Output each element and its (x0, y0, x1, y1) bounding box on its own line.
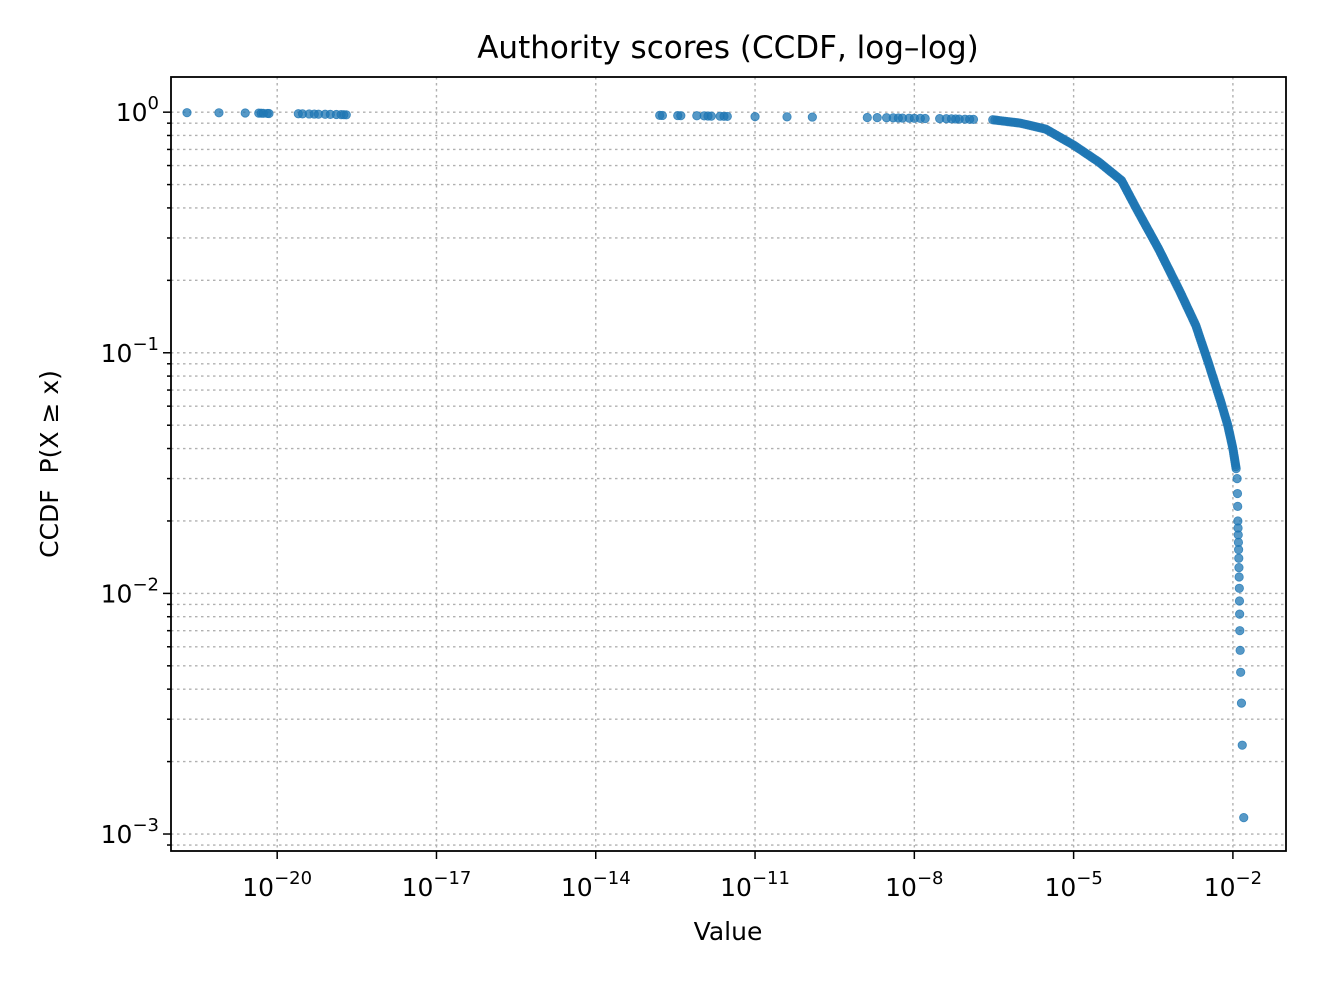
y-tick-label: 10−1 (101, 334, 159, 368)
chart-title: Authority scores (CCDF, log–log) (477, 30, 979, 66)
x-tick-label: 10−5 (1044, 868, 1102, 902)
data-point (1235, 645, 1245, 655)
data-point (1239, 813, 1249, 823)
data-point (1235, 626, 1245, 636)
data-point (750, 112, 760, 122)
x-tick-label: 10−17 (402, 868, 472, 902)
x-axis-ticks: 10−20 10−17 10−14 10−11 10−8 10−5 10−2 (242, 851, 1262, 902)
data-point (1234, 583, 1244, 593)
x-tick-label: 10−11 (720, 868, 790, 902)
data-point (722, 111, 732, 122)
data-point (1237, 740, 1247, 750)
data-point (706, 111, 716, 121)
data-point (862, 112, 872, 123)
data-point (872, 113, 882, 123)
data-point (657, 110, 668, 121)
y-tick-label: 10−3 (101, 815, 159, 849)
data-point (920, 113, 930, 124)
x-tick-label: 10−2 (1204, 868, 1262, 902)
grid-lines (171, 77, 1286, 851)
data-point (1232, 473, 1242, 484)
data-point (1234, 553, 1244, 563)
data-point (1234, 562, 1244, 573)
x-tick-label: 10−20 (242, 868, 312, 902)
data-point (1234, 572, 1244, 582)
data-point (807, 112, 817, 122)
plot-frame (170, 76, 1287, 852)
y-tick-label: 100 (116, 93, 159, 127)
data-point (968, 114, 979, 125)
data-point (214, 108, 224, 118)
data-point (1236, 698, 1247, 708)
data-point (341, 110, 351, 120)
x-axis-label: Value (694, 917, 763, 946)
x-tick-label: 10−14 (561, 868, 631, 902)
data-point (1233, 516, 1243, 526)
data-point (240, 108, 250, 118)
data-points (182, 108, 1249, 823)
data-point (182, 108, 192, 118)
x-tick-label: 10−8 (885, 868, 943, 902)
data-point (782, 112, 792, 122)
data-point (1235, 609, 1245, 619)
y-axis-label: CCDF P(X ≥ x) (35, 370, 64, 558)
data-point (1233, 501, 1243, 511)
data-point (676, 111, 686, 121)
data-point (1234, 596, 1245, 606)
data-point (1231, 464, 1241, 474)
data-point (1232, 488, 1243, 499)
y-tick-label: 10−2 (101, 574, 159, 608)
data-point (264, 108, 274, 119)
y-axis-ticks: 100 10−1 10−2 10−3 (101, 93, 171, 849)
data-point (1236, 667, 1246, 677)
